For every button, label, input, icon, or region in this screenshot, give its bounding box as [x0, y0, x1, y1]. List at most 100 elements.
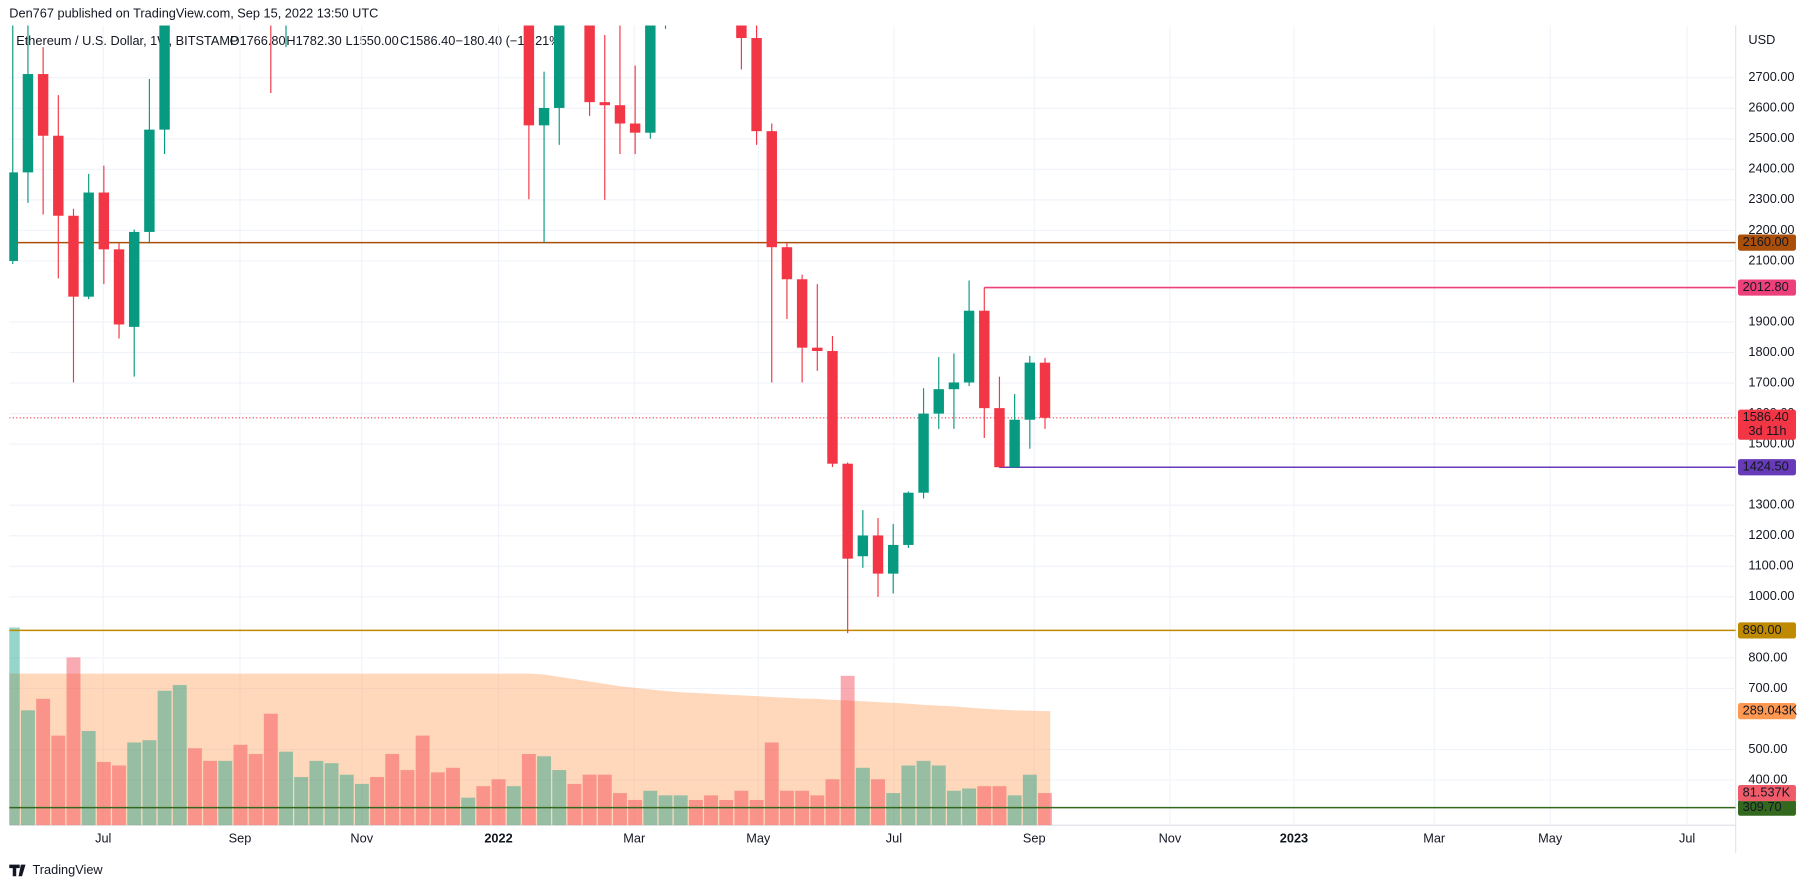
volume-bar — [977, 786, 992, 826]
y-tick-label: 2700.00 — [1748, 69, 1794, 84]
y-tick-label: 2100.00 — [1748, 252, 1794, 267]
volume-bar — [491, 779, 506, 826]
volume-bar — [415, 735, 430, 826]
price-badge-label: 890.00 — [1743, 622, 1782, 637]
candle-body — [857, 535, 869, 557]
candle-body — [1039, 362, 1051, 418]
volume-bar — [430, 772, 445, 826]
price-badge — [1737, 459, 1796, 476]
countdown-label: 3d 11h — [1748, 423, 1786, 438]
price-badge — [1737, 234, 1796, 251]
x-tick-label: Jul — [95, 831, 111, 846]
volume-bar — [233, 744, 248, 826]
volume-bar — [203, 760, 218, 826]
x-tick-label: Nov — [350, 831, 373, 846]
volume-bar — [597, 774, 612, 826]
volume-bar — [96, 762, 111, 826]
volume-bar — [294, 776, 309, 826]
x-tick-label: 2022 — [484, 831, 512, 846]
change-label: −180.40 (−10.21%) — [456, 33, 565, 48]
candle-body — [523, 25, 535, 126]
candle-body — [554, 25, 565, 108]
candle-body — [538, 107, 550, 126]
ohlc-label: C1586.40 — [400, 33, 455, 48]
volume-bar — [187, 748, 202, 826]
volume-bar — [749, 799, 764, 826]
volume-bar — [279, 751, 293, 826]
candle-body — [842, 463, 853, 559]
volume-bar — [871, 779, 885, 826]
candle-body — [599, 102, 610, 106]
x-tick-label: Sep — [1023, 831, 1046, 846]
volume-bar — [339, 774, 354, 826]
volume-bar — [218, 760, 233, 826]
candle-body — [83, 192, 94, 297]
candle-body — [887, 544, 899, 574]
volume-bar — [916, 760, 931, 826]
volume-bar — [552, 770, 567, 826]
price-badge — [1737, 622, 1796, 639]
attribution: Den767 published on TradingView.com, Sep… — [9, 5, 378, 20]
y-tick-label: 2300.00 — [1748, 191, 1794, 206]
candle-body — [736, 25, 747, 39]
y-tick-label: 1700.00 — [1748, 374, 1794, 389]
volume-bar — [628, 799, 643, 826]
candle-body — [979, 310, 990, 409]
price-badge-label: 309.70 — [1743, 799, 1782, 814]
price-badge-label: 2160.00 — [1743, 234, 1789, 249]
x-tick-label: May — [746, 831, 771, 846]
price-badge — [1737, 799, 1796, 816]
candle-body — [614, 105, 626, 124]
y-tick-label: 700.00 — [1748, 680, 1787, 695]
ohlc-label: H1782.30 — [286, 33, 341, 48]
candle-body — [933, 389, 944, 414]
candle-body — [53, 135, 64, 216]
volume-bar — [810, 795, 825, 826]
x-tick-label: Sep — [229, 831, 252, 846]
volume-bar — [825, 779, 840, 826]
candle-body — [113, 249, 125, 325]
volume-bar — [1022, 774, 1037, 826]
candle-body — [827, 351, 838, 464]
price-badge-label: 289.043K — [1743, 703, 1798, 718]
x-tick-label: Jul — [1679, 831, 1695, 846]
candle-body — [1024, 362, 1036, 420]
candle-body — [918, 413, 929, 493]
volume-bar — [673, 795, 688, 826]
y-tick-label: 1300.00 — [1748, 497, 1794, 512]
volume-bar — [886, 793, 901, 826]
volume-bar — [931, 765, 946, 826]
volume-bar — [370, 776, 385, 826]
volume-bar — [506, 786, 521, 826]
price-badge-label: 1424.50 — [1743, 459, 1789, 474]
y-tick-label: 500.00 — [1748, 741, 1787, 756]
candle-body — [1009, 419, 1020, 468]
y-tick-label: 1100.00 — [1748, 558, 1793, 573]
volume-bar — [992, 786, 1007, 826]
price-badge — [1737, 279, 1796, 296]
volume-bar — [248, 753, 263, 826]
candle-body — [963, 310, 975, 383]
candle-body — [68, 215, 79, 297]
volume-bar — [521, 753, 536, 826]
price-badge-label: 81.537K — [1743, 784, 1791, 799]
volume-bar — [142, 740, 157, 826]
volume-bar — [324, 763, 339, 826]
price-badge-label: 1586.40 — [1743, 409, 1789, 424]
candle-body — [796, 279, 808, 348]
candle-body — [948, 382, 960, 390]
volume-bar — [9, 627, 20, 826]
volume-bar — [263, 713, 278, 826]
volume-bar — [855, 767, 870, 826]
x-tick-label: May — [1538, 831, 1563, 846]
x-tick-label: Mar — [1423, 831, 1446, 846]
ohlc-label: O1766.80 — [230, 33, 286, 48]
candle-body — [903, 492, 914, 545]
x-tick-label: 2023 — [1280, 831, 1308, 846]
candle-body — [781, 247, 793, 280]
price-badge — [1737, 784, 1796, 802]
volume-bar — [613, 793, 627, 826]
price-badge-label: 2012.80 — [1743, 279, 1789, 294]
brand: TradingView — [32, 862, 103, 877]
